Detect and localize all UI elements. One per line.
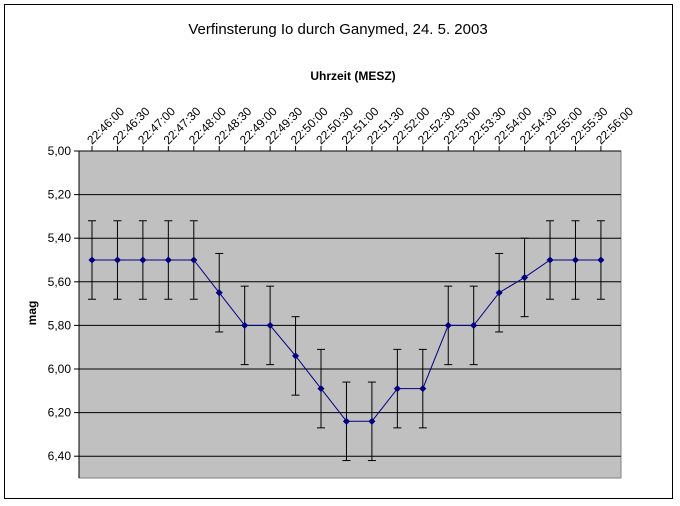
data-point bbox=[190, 256, 198, 264]
data-point bbox=[113, 256, 121, 264]
y-axis-label: mag bbox=[25, 301, 39, 326]
data-point bbox=[571, 256, 580, 264]
plot-area bbox=[78, 150, 622, 479]
data-point bbox=[266, 321, 274, 329]
data-point bbox=[393, 385, 401, 393]
y-axis: 5,00 5,20 5,40 5,60 5,80 6,00 6,20 6,40 bbox=[48, 144, 80, 478]
y-tick-label: 6,20 bbox=[48, 406, 72, 420]
y-tick-label: 5,00 bbox=[48, 144, 72, 158]
data-point bbox=[88, 256, 96, 264]
y-tick-label: 5,60 bbox=[48, 275, 72, 289]
y-tick-label: 5,40 bbox=[48, 231, 72, 245]
data-point bbox=[419, 385, 427, 393]
data-point bbox=[215, 289, 223, 297]
data-point bbox=[470, 321, 478, 329]
data-point bbox=[241, 321, 249, 329]
data-point bbox=[495, 289, 503, 297]
gridlines bbox=[79, 194, 621, 457]
chart-title: Verfinsterung Io durch Ganymed, 24. 5. 2… bbox=[188, 21, 487, 38]
data-point bbox=[342, 417, 350, 425]
data-point bbox=[546, 256, 554, 264]
x-axis-label: Uhrzeit (MESZ) bbox=[310, 69, 395, 83]
y-tick-label: 5,20 bbox=[48, 188, 72, 202]
data-point bbox=[521, 273, 529, 281]
y-tick-label: 6,00 bbox=[48, 362, 72, 376]
data-point bbox=[444, 321, 452, 329]
data-point bbox=[368, 417, 376, 425]
y-tick-label: 6,40 bbox=[48, 449, 72, 463]
data-point bbox=[139, 256, 147, 264]
x-axis: 22:46:0022:46:3022:47:0022:47:3022:48:00… bbox=[79, 104, 636, 152]
data-point bbox=[164, 256, 172, 264]
data-point bbox=[317, 385, 325, 393]
data-point bbox=[292, 352, 300, 360]
data-point bbox=[597, 256, 605, 264]
data-points bbox=[88, 256, 605, 425]
y-tick-label: 5,80 bbox=[48, 318, 72, 332]
